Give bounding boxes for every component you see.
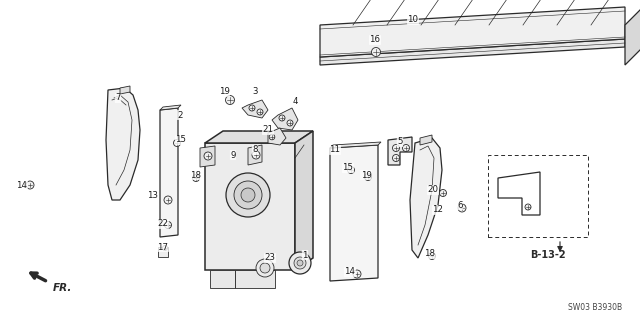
Circle shape bbox=[353, 270, 361, 278]
Circle shape bbox=[252, 151, 260, 159]
Polygon shape bbox=[272, 108, 298, 130]
Circle shape bbox=[164, 221, 172, 228]
Polygon shape bbox=[242, 100, 268, 118]
Circle shape bbox=[193, 174, 200, 182]
Circle shape bbox=[241, 188, 255, 202]
Polygon shape bbox=[420, 135, 432, 145]
Circle shape bbox=[257, 109, 263, 115]
Circle shape bbox=[458, 204, 466, 212]
Text: 4: 4 bbox=[292, 98, 298, 107]
Circle shape bbox=[269, 134, 275, 140]
Polygon shape bbox=[160, 105, 181, 110]
Circle shape bbox=[371, 48, 381, 56]
Polygon shape bbox=[625, 7, 640, 65]
Polygon shape bbox=[160, 108, 178, 237]
Polygon shape bbox=[106, 88, 140, 200]
Circle shape bbox=[26, 181, 34, 189]
Text: 18: 18 bbox=[424, 249, 435, 258]
Circle shape bbox=[392, 154, 399, 161]
Text: 12: 12 bbox=[433, 205, 444, 214]
Polygon shape bbox=[210, 270, 235, 288]
Text: 8: 8 bbox=[252, 145, 258, 154]
Circle shape bbox=[365, 174, 371, 181]
Text: 10: 10 bbox=[408, 16, 419, 25]
Circle shape bbox=[249, 105, 255, 111]
Circle shape bbox=[256, 259, 274, 277]
Text: B-13-2: B-13-2 bbox=[530, 250, 566, 260]
Circle shape bbox=[297, 260, 303, 266]
Polygon shape bbox=[388, 137, 412, 165]
Text: 15: 15 bbox=[175, 136, 186, 145]
Circle shape bbox=[440, 189, 447, 197]
Text: 20: 20 bbox=[428, 186, 438, 195]
Text: 16: 16 bbox=[369, 35, 381, 44]
Text: 3: 3 bbox=[252, 87, 258, 97]
Polygon shape bbox=[235, 270, 275, 288]
Polygon shape bbox=[268, 128, 286, 145]
Circle shape bbox=[294, 257, 306, 269]
Text: 5: 5 bbox=[397, 137, 403, 146]
Circle shape bbox=[289, 252, 311, 274]
Circle shape bbox=[525, 204, 531, 210]
Circle shape bbox=[403, 145, 410, 152]
Text: 18: 18 bbox=[191, 170, 202, 180]
Circle shape bbox=[163, 246, 168, 250]
Text: 11: 11 bbox=[330, 145, 340, 154]
Circle shape bbox=[260, 263, 270, 273]
Circle shape bbox=[173, 139, 180, 146]
Circle shape bbox=[392, 145, 399, 152]
Text: 19: 19 bbox=[360, 170, 371, 180]
Polygon shape bbox=[320, 39, 625, 65]
Polygon shape bbox=[248, 145, 262, 165]
Polygon shape bbox=[205, 131, 313, 143]
Text: SW03 B3930B: SW03 B3930B bbox=[568, 303, 622, 313]
Polygon shape bbox=[330, 142, 381, 148]
Text: 6: 6 bbox=[457, 201, 463, 210]
Polygon shape bbox=[410, 138, 442, 258]
Polygon shape bbox=[295, 131, 313, 270]
Circle shape bbox=[226, 173, 270, 217]
Text: 13: 13 bbox=[147, 191, 159, 201]
Text: 14: 14 bbox=[344, 268, 355, 277]
Text: 14: 14 bbox=[17, 181, 28, 189]
Text: 22: 22 bbox=[157, 219, 168, 228]
Text: 19: 19 bbox=[219, 87, 229, 97]
Text: 7: 7 bbox=[115, 93, 121, 102]
Text: 17: 17 bbox=[157, 242, 168, 251]
Text: 23: 23 bbox=[264, 254, 275, 263]
Text: 9: 9 bbox=[230, 151, 236, 160]
Text: 21: 21 bbox=[262, 125, 273, 135]
Polygon shape bbox=[330, 145, 378, 281]
Text: 2: 2 bbox=[177, 110, 183, 120]
Circle shape bbox=[164, 196, 172, 204]
Bar bbox=[158, 247, 168, 257]
Circle shape bbox=[225, 95, 234, 105]
Bar bbox=[488, 155, 588, 237]
Text: 1: 1 bbox=[302, 250, 308, 259]
Circle shape bbox=[204, 152, 212, 160]
Circle shape bbox=[279, 115, 285, 121]
Polygon shape bbox=[320, 7, 625, 57]
Polygon shape bbox=[200, 146, 215, 167]
Circle shape bbox=[348, 167, 355, 174]
Circle shape bbox=[234, 181, 262, 209]
Text: 15: 15 bbox=[342, 164, 353, 173]
Polygon shape bbox=[205, 143, 295, 270]
Text: FR.: FR. bbox=[53, 283, 72, 293]
Circle shape bbox=[287, 120, 293, 126]
Circle shape bbox=[429, 253, 435, 259]
Polygon shape bbox=[120, 86, 130, 94]
